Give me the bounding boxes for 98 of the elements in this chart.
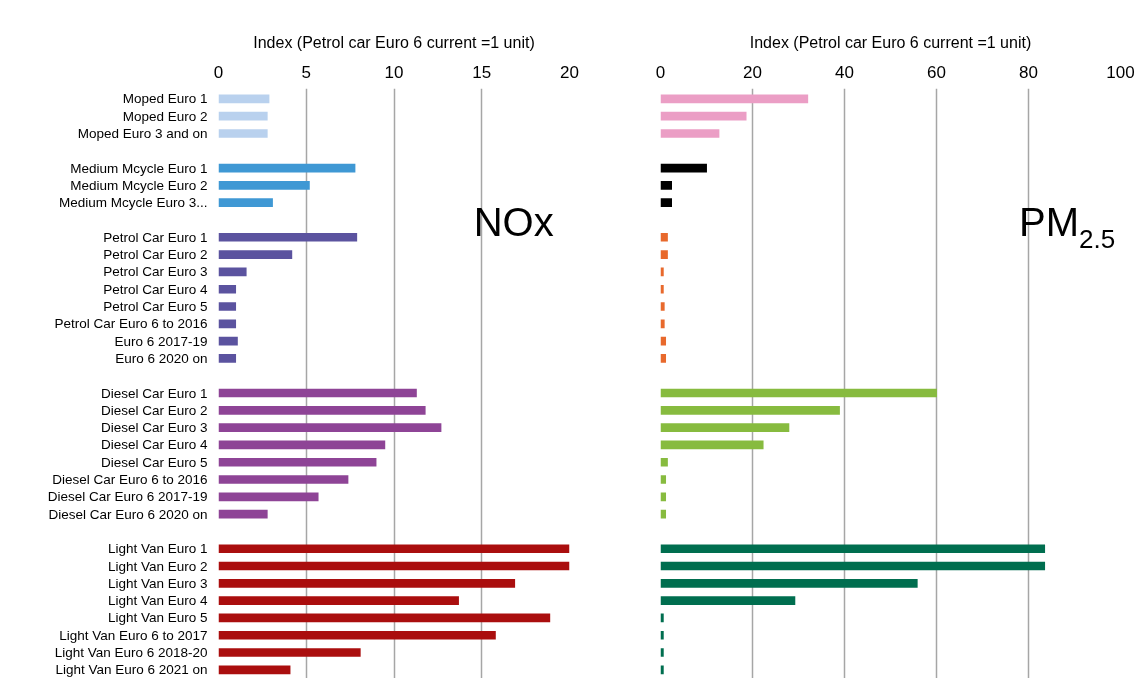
bar: [218, 423, 442, 432]
bar: [218, 198, 273, 208]
bar: [218, 336, 238, 346]
bar: [660, 232, 668, 242]
y-tick-label: Light Van Euro 6 2021 on: [55, 662, 208, 678]
x-tick-label: 80: [1019, 62, 1038, 82]
y-tick-label: Diesel Car Euro 6 2020 on: [48, 506, 208, 522]
bar: [218, 354, 237, 363]
bar: [660, 457, 668, 467]
bar: [660, 181, 672, 190]
y-tick-label: Petrol Car Euro 1: [103, 229, 208, 245]
y-tick-label: Diesel Car Euro 4: [100, 437, 208, 453]
y-tick-label: Diesel Car Euro 3: [100, 420, 208, 436]
bar: [660, 544, 1046, 554]
bar: [660, 440, 764, 450]
bar: [660, 423, 790, 432]
x-tick-label: 0: [655, 62, 666, 82]
x-tick-label: 20: [743, 62, 762, 82]
bar: [218, 94, 270, 104]
y-tick-label: Medium Mcycle Euro 2: [70, 177, 208, 193]
bar: [218, 388, 417, 398]
bar: [218, 509, 268, 519]
x-tick-label: 60: [927, 62, 946, 82]
y-tick-label: Euro 6 2020 on: [115, 350, 208, 366]
bar: [218, 665, 291, 675]
x-tick-label: 100: [1106, 62, 1135, 82]
bar: [218, 613, 551, 623]
y-tick-label: Euro 6 2017-19: [114, 333, 208, 349]
x-axis-title: Index (Petrol car Euro 6 current =1 unit): [749, 33, 1032, 51]
y-tick-label: Light Van Euro 3: [107, 575, 208, 591]
bar: [660, 354, 667, 363]
bar: [660, 284, 664, 294]
bar: [218, 284, 237, 294]
bar: [660, 111, 747, 121]
y-tick-label: Light Van Euro 4: [107, 593, 208, 609]
y-tick-label: Petrol Car Euro 6 to 2016: [54, 316, 208, 332]
y-tick-label: Moped Euro 2: [122, 108, 208, 124]
bar: [218, 544, 570, 554]
bar: [218, 630, 496, 640]
x-tick-label: 40: [835, 62, 854, 82]
y-tick-label: Light Van Euro 1: [107, 541, 208, 557]
x-tick-label: 15: [472, 62, 492, 82]
y-tick-label: Light Van Euro 5: [107, 610, 208, 626]
y-tick-label: Diesel Car Euro 2: [100, 402, 208, 418]
bar: [218, 648, 361, 657]
x-tick-label: 10: [384, 62, 404, 82]
bar: [218, 181, 310, 190]
bar: [660, 475, 667, 484]
bar: [660, 561, 1046, 571]
x-tick-label: 5: [301, 62, 311, 82]
bar: [218, 302, 237, 311]
bar: [660, 250, 668, 259]
y-tick-label: Medium Mcycle Euro 1: [70, 160, 208, 176]
bar: [660, 129, 720, 138]
bar: [218, 129, 268, 138]
bar: [660, 579, 918, 588]
y-tick-label: Moped Euro 3 and on: [77, 125, 208, 141]
x-axis-title: Index (Petrol car Euro 6 current =1 unit): [253, 33, 535, 51]
bar: [218, 405, 426, 415]
y-tick-label: Light Van Euro 6 to 2017: [59, 627, 208, 643]
bar: [218, 267, 247, 277]
bar: [660, 302, 665, 311]
bar: [660, 94, 809, 104]
annotation: NOx: [473, 199, 554, 244]
y-tick-label: Diesel Car Euro 5: [100, 454, 208, 470]
bar: [218, 561, 570, 571]
bar: [218, 440, 386, 450]
y-tick-label: Diesel Car Euro 6 to 2016: [52, 472, 208, 488]
bar: [218, 475, 349, 484]
bar: [660, 630, 664, 640]
y-tick-label: Diesel Car Euro 1: [100, 385, 208, 401]
y-tick-label: Petrol Car Euro 2: [103, 247, 208, 263]
y-tick-label: Petrol Car Euro 3: [103, 264, 208, 280]
y-tick-label: Light Van Euro 2: [107, 558, 208, 574]
bar: [218, 457, 377, 467]
y-tick-label: Moped Euro 1: [122, 91, 208, 107]
bar: [218, 111, 268, 121]
y-tick-label: Medium Mcycle Euro 3...: [58, 195, 208, 211]
bar: [218, 492, 319, 502]
bar: [660, 163, 707, 173]
bar: [218, 319, 237, 329]
y-tick-label: Petrol Car Euro 5: [103, 299, 208, 315]
y-tick-label: Light Van Euro 6 2018-20: [54, 645, 208, 661]
bar: [660, 648, 664, 657]
bar: [218, 232, 358, 242]
bar: [660, 319, 665, 329]
bar: [660, 198, 672, 208]
y-tick-label: Diesel Car Euro 6 2017-19: [47, 489, 208, 505]
y-tick-label: Petrol Car Euro 4: [103, 281, 208, 297]
bar: [660, 405, 840, 415]
bar: [218, 596, 459, 605]
x-tick-label: 0: [213, 62, 224, 82]
bar: [218, 163, 356, 173]
bar: [218, 579, 516, 588]
x-tick-label: 20: [560, 62, 579, 82]
bar: [660, 596, 796, 605]
bar: [660, 388, 937, 398]
bar: [218, 250, 293, 259]
